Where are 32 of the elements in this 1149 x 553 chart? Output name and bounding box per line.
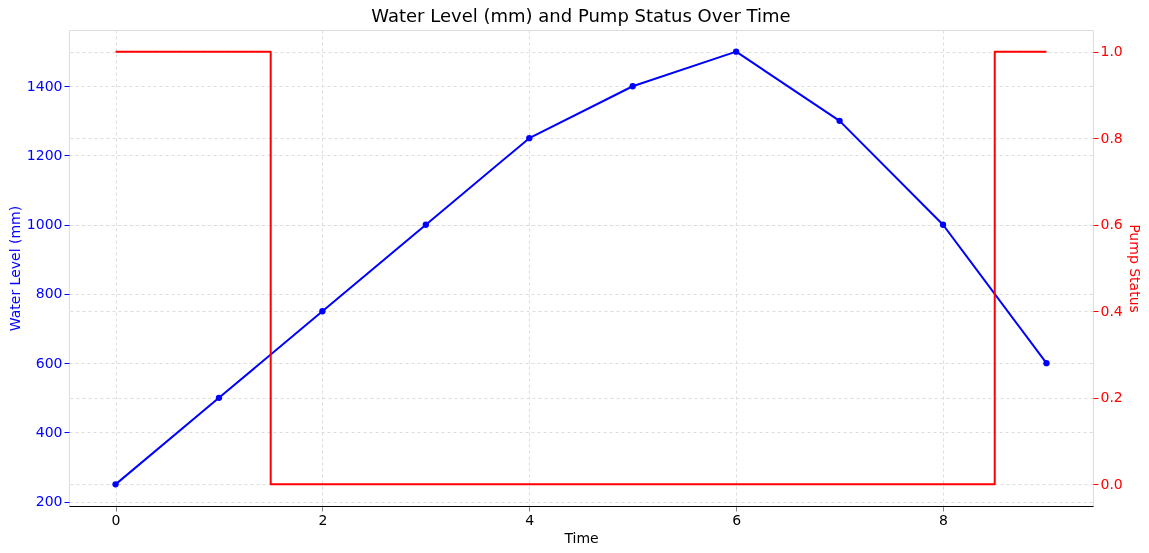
y2-tick-label: 1.0: [1100, 43, 1123, 60]
y-tick-label: 800: [35, 285, 63, 302]
y-tick-label: 400: [35, 423, 63, 440]
y2-tick-label: 0.2: [1100, 389, 1123, 406]
point: [732, 48, 740, 55]
y-tick-label: 1200: [26, 146, 63, 163]
point: [629, 83, 636, 90]
x-tick-label: 8: [939, 511, 948, 528]
y-tick-label: 200: [35, 493, 63, 510]
y2-axis-title: Pump Status: [1126, 224, 1143, 313]
y2-tick-label: 0.6: [1100, 216, 1123, 233]
y-tick-label: 1000: [26, 216, 63, 233]
point: [422, 221, 430, 228]
point: [319, 308, 326, 315]
point: [215, 394, 223, 401]
y2-tick-label: 0.0: [1100, 475, 1123, 492]
point: [836, 117, 843, 125]
y2-tick-label: 0.4: [1100, 302, 1123, 319]
point: [526, 135, 533, 142]
point: [1043, 360, 1050, 367]
x-axis-title: Time: [563, 529, 599, 546]
x-tick-label: 0: [111, 511, 121, 528]
x-tick-label: 6: [732, 511, 742, 528]
y2-tick-label: 0.8: [1100, 129, 1123, 146]
x-tick-label: 2: [318, 511, 328, 528]
y-axis-title: Water Level (mm): [6, 205, 23, 332]
point: [939, 221, 947, 228]
point: [112, 481, 119, 488]
chart-title: Water Level (mm) and Pump Status Over Time: [371, 5, 791, 26]
x-tick-label: 4: [525, 511, 535, 528]
y-tick-label: 1400: [26, 77, 63, 94]
y-tick-label: 600: [35, 354, 63, 371]
